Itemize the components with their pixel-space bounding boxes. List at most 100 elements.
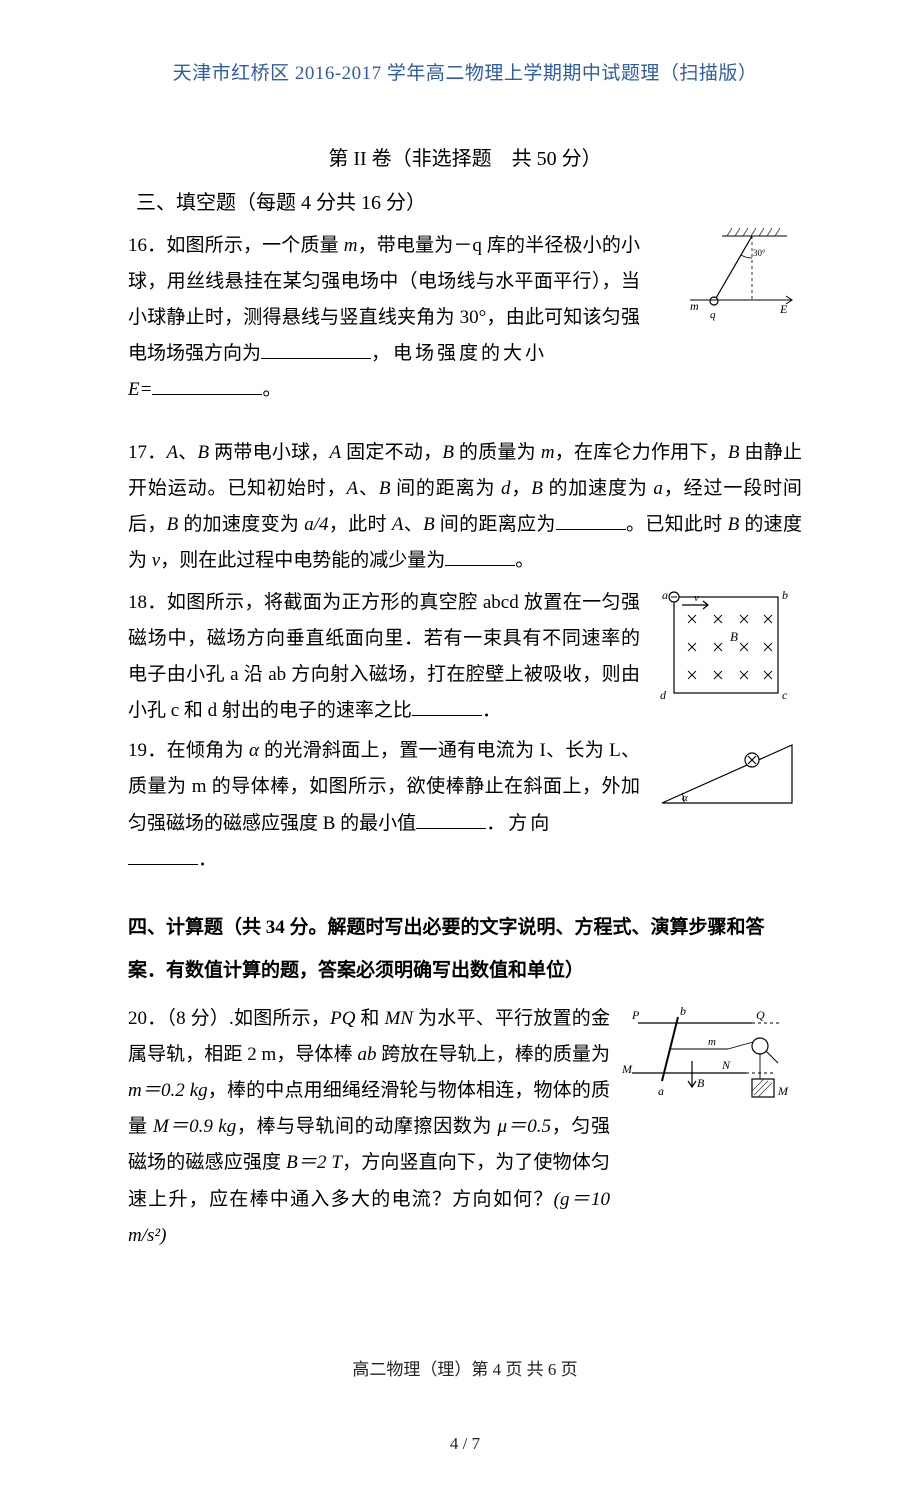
q17-p: 间的距离应为 (435, 514, 556, 535)
q17-blank-dist (556, 514, 626, 530)
q20-d: 跨放在导轨上，棒的质量为 (376, 1044, 610, 1065)
q17-A4: A (392, 514, 404, 535)
section-3-title: 三、填空题（每题 4 分共 16 分） (136, 184, 802, 222)
q17-B2: B (442, 442, 454, 463)
q20-label-Mrail: M (622, 1062, 633, 1076)
q18-b: ． (482, 700, 501, 721)
q17-h: 、 (358, 478, 379, 499)
question-19-text: 19．在倾角为 α 的光滑斜面上，置一通有电流为 I、长为 L、质量为 m 的导… (128, 733, 640, 877)
q17-B5: B (531, 478, 543, 499)
q18-label-b: b (782, 588, 788, 602)
q20-MN: MN (385, 1008, 414, 1029)
q19-label-alpha: α (682, 792, 688, 804)
q17-v: v (152, 550, 160, 571)
page-number: 4 / 7 (128, 1428, 802, 1460)
q20-label-N: N (721, 1058, 731, 1072)
question-20-text: 20．（8 分）.如图所示，PQ 和 MN 为水平、平行放置的金属导轨，相距 2… (128, 1001, 610, 1254)
q16-label-m: m (690, 299, 699, 313)
q16-m: m (344, 235, 358, 256)
q20-f: ，棒与导轨间的动摩擦因数为 (236, 1116, 497, 1137)
q17-q: 。已知此时 (626, 514, 728, 535)
q16-figure: 30° m q E (652, 228, 802, 323)
q17-k: 的加速度为 (543, 478, 654, 499)
q16-a: 16．如图所示，一个质量 (128, 235, 344, 256)
q20-m: m＝0.2 kg (128, 1080, 208, 1101)
q17-b: 、 (178, 442, 197, 463)
q16-angle-label: 30° (753, 248, 766, 258)
q19-d: ． (198, 849, 217, 870)
q20-label-B: B (697, 1076, 705, 1090)
exam-page: 天津市红桥区 2016-2017 学年高二物理上学期期中试题理（扫描版） 第 I… (0, 0, 920, 1500)
q18-label-c: c (782, 688, 788, 702)
q19-alpha: α (249, 740, 259, 761)
q17-A3: A (347, 478, 359, 499)
q18-label-d: d (660, 688, 667, 702)
q17-A2: A (330, 442, 342, 463)
q19-blank-B (416, 812, 486, 828)
q17-blank-ep (445, 550, 515, 566)
q18-figure: v a b c d B (652, 585, 802, 705)
q17-i: 间的距离为 (390, 478, 501, 499)
q17-m2: 的加速度变为 (178, 514, 304, 535)
part-ii-title: 第 II 卷（非选择题 共 50 分） (128, 140, 802, 178)
q20-label-a: a (658, 1084, 664, 1098)
q17-B4: B (379, 478, 391, 499)
q16-c: ，电场强度的大小 (371, 343, 547, 364)
question-20: 20．（8 分）.如图所示，PQ 和 MN 为水平、平行放置的金属导轨，相距 2… (128, 1001, 802, 1254)
q17-B6: B (167, 514, 179, 535)
q20-b: 和 (355, 1008, 384, 1029)
question-19: 19．在倾角为 α 的光滑斜面上，置一通有电流为 I、长为 L、质量为 m 的导… (128, 733, 802, 877)
question-16-text: 16．如图所示，一个质量 m，带电量为－q 库的半径极小的小球，用丝线悬挂在某匀… (128, 228, 640, 408)
q16-blank-direction (261, 343, 371, 359)
q20-label-b: b (680, 1004, 686, 1018)
q17-B7: B (423, 514, 435, 535)
q16-period: 。 (262, 379, 281, 400)
q17-n: ，此时 (329, 514, 392, 535)
q17-m: m (541, 442, 555, 463)
q17-e: 的质量为 (454, 442, 541, 463)
q19-a: 19．在倾角为 (128, 740, 249, 761)
q20-mu: μ＝0.5 (498, 1116, 552, 1137)
q16-E: E= (128, 379, 152, 400)
q17-c: 两带电小球， (209, 442, 329, 463)
q20-B: B＝2 T (286, 1152, 342, 1173)
inner-footer: 高二物理（理）第 4 页 共 6 页 (128, 1354, 802, 1386)
q20-PQ: PQ (330, 1008, 355, 1029)
q17-B3: B (728, 442, 740, 463)
q19-c: ．方向 (486, 813, 552, 834)
question-17: 17．A、B 两带电小球，A 固定不动，B 的质量为 m，在库仑力作用下，B 由… (128, 435, 802, 579)
q20-figure: P Q M N a b B m M (622, 1001, 802, 1109)
q17-d1: d (501, 478, 511, 499)
q17-a: 17． (128, 442, 166, 463)
q17-j: ， (511, 478, 532, 499)
q17-B8: B (728, 514, 740, 535)
q17-f: ，在库仑力作用下， (555, 442, 728, 463)
q18-label-v: v (694, 592, 699, 604)
q17-s: ，则在此过程中电势能的减少量为 (160, 550, 445, 571)
section-4-title: 四、计算题（共 34 分。解题时写出必要的文字说明、方程式、演算步骤和答案．有数… (128, 906, 802, 993)
q17-d: 固定不动， (341, 442, 442, 463)
q17-a1: a (653, 478, 663, 499)
q18-label-B: B (730, 629, 738, 644)
q19-figure: α (652, 733, 802, 811)
q17-t: 。 (515, 550, 534, 571)
q20-label-Mbox: M (777, 1084, 789, 1098)
q18-blank (412, 700, 482, 716)
question-16: 16．如图所示，一个质量 m，带电量为－q 库的半径极小的小球，用丝线悬挂在某匀… (128, 228, 802, 408)
q19-blank-dir (128, 848, 198, 864)
q20-ab: ab (357, 1044, 376, 1065)
q17-a4: a/4 (304, 514, 328, 535)
q16-blank-E (152, 379, 262, 395)
q20-label-Q: Q (756, 1008, 765, 1022)
q20-M: M＝0.9 kg (153, 1116, 236, 1137)
q16-label-E: E (779, 302, 788, 316)
q16-label-q: q (710, 309, 716, 321)
document-header: 天津市红桥区 2016-2017 学年高二物理上学期期中试题理（扫描版） (128, 56, 802, 92)
q17-A1: A (166, 442, 178, 463)
q18-a: 18．如图所示，将截面为正方形的真空腔 abcd 放置在一匀强磁场中，磁场方向垂… (128, 592, 640, 721)
question-18: 18．如图所示，将截面为正方形的真空腔 abcd 放置在一匀强磁场中，磁场方向垂… (128, 585, 802, 729)
q20-label-m: m (708, 1036, 716, 1048)
q18-label-a: a (662, 588, 668, 602)
q20-label-P: P (631, 1008, 640, 1022)
q17-o: 、 (403, 514, 423, 535)
